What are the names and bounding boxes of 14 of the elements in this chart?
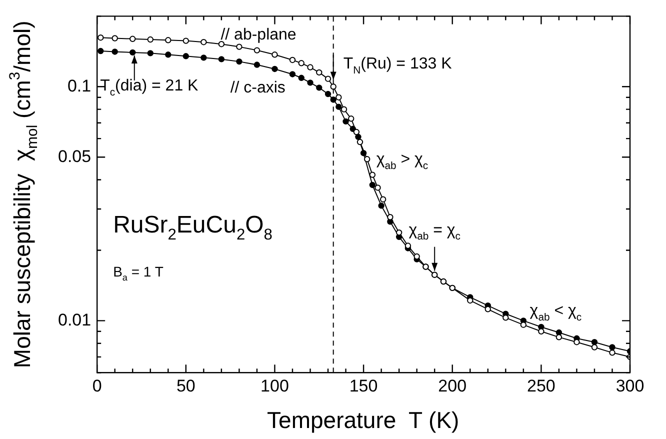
y-tick-label: 0.05 [58, 146, 92, 166]
x-tick-label: 100 [260, 376, 289, 396]
x-tick-label: 150 [349, 376, 378, 396]
y-tick-label: 0.01 [58, 310, 92, 330]
y-tick-label: 0.1 [67, 76, 92, 96]
annotation: // c-axis [230, 79, 286, 96]
x-tick-label: 0 [92, 376, 102, 396]
x-tick-label: 250 [526, 376, 556, 396]
x-tick-label: 300 [616, 376, 644, 396]
y-axis-title: Molar susceptibility χmol (cm3/mol) [6, 20, 41, 368]
x-axis-title: Temperature T (K) [267, 407, 460, 433]
annotation: // ab-plane [220, 26, 296, 44]
x-tick-label: 200 [438, 376, 467, 396]
x-tick-label: 50 [176, 376, 196, 396]
